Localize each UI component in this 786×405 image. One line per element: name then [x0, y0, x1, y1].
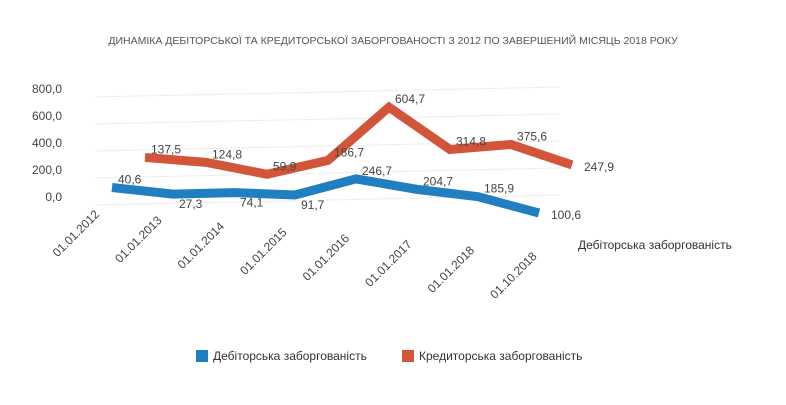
legend-label-payables: Кредиторська заборгованість — [419, 349, 582, 363]
legend: Дебіторська заборгованість Кредиторська … — [196, 349, 582, 363]
legend-label-receivables: Дебіторська заборгованість — [213, 349, 367, 363]
data-label: 314,8 — [456, 135, 486, 149]
data-label: 91,7 — [301, 198, 325, 212]
legend-swatch-payables — [402, 350, 414, 362]
data-label: 246,7 — [362, 164, 392, 178]
series-line-payables — [145, 107, 572, 174]
y-tick-label: 600,0 — [32, 109, 62, 123]
data-label: 59,9 — [273, 159, 297, 173]
x-tick-label: 01.01.2016 — [300, 231, 353, 284]
data-label: 185,9 — [484, 182, 514, 196]
gridline — [95, 168, 560, 178]
x-tick-label: 01.01.2012 — [50, 207, 103, 260]
data-label: 186,7 — [334, 145, 364, 159]
x-tick-label: 01.01.2018 — [425, 243, 478, 296]
x-tick-label: 01.01.2013 — [112, 213, 165, 266]
y-axis-ticks: 0,0 200,0 400,0 600,0 800,0 — [32, 82, 62, 204]
data-label: 204,7 — [423, 174, 453, 188]
series-line-receivables — [112, 179, 539, 213]
legend-swatch-receivables — [196, 350, 208, 362]
data-label: 100,6 — [551, 208, 581, 222]
chart-title: ДИНАМІКА ДЕБІТОРСЬКОЇ ТА КРЕДИТОРСЬКОЇ З… — [108, 34, 678, 47]
data-label: 27,3 — [179, 197, 203, 211]
depth-axis-label: Дебіторська заборгованість — [578, 238, 732, 252]
data-label: 247,9 — [584, 160, 614, 174]
data-label: 124,8 — [212, 147, 242, 161]
y-tick-label: 0,0 — [45, 190, 62, 204]
data-label: 604,7 — [395, 92, 425, 106]
gridline — [95, 114, 560, 124]
gridline — [95, 87, 560, 97]
y-tick-label: 400,0 — [32, 136, 62, 150]
y-tick-label: 200,0 — [32, 163, 62, 177]
y-tick-label: 800,0 — [32, 82, 62, 96]
data-label: 40,6 — [118, 173, 142, 187]
data-label: 375,6 — [517, 129, 547, 143]
x-tick-label: 01.01.2014 — [175, 219, 228, 272]
x-tick-label: 01.01.2017 — [362, 237, 415, 290]
data-label: 137,5 — [151, 142, 181, 156]
x-tick-label: 01.01.2015 — [237, 225, 290, 278]
x-tick-label: 01.10.2018 — [487, 249, 540, 302]
data-label: 74,1 — [240, 196, 264, 210]
